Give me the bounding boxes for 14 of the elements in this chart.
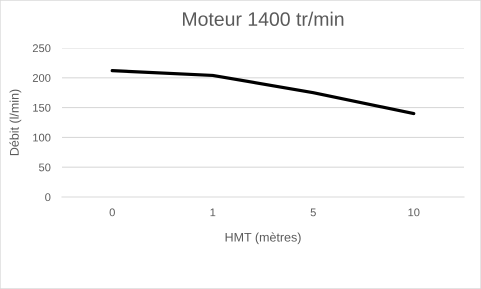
y-axis-title: Débit (l/min)	[9, 90, 22, 156]
line-series	[110, 69, 416, 116]
x-tick-label: 1	[210, 208, 216, 216]
y-tick-label: 250	[32, 44, 50, 52]
x-tick-label: 0	[110, 208, 115, 216]
x-axis-title: HMT (mètres)	[226, 232, 301, 244]
y-tick-label: 50	[38, 163, 50, 172]
y-tick-label: 150	[33, 104, 50, 112]
y-tick-label: 200	[32, 74, 50, 82]
x-tick-label: 10	[408, 208, 420, 216]
x-tick-label: 5	[310, 208, 316, 216]
y-tick-label: 100	[33, 134, 50, 142]
y-tick-label: 0	[45, 193, 50, 202]
chart-title: Moteur 1400 tr/min	[183, 12, 344, 26]
